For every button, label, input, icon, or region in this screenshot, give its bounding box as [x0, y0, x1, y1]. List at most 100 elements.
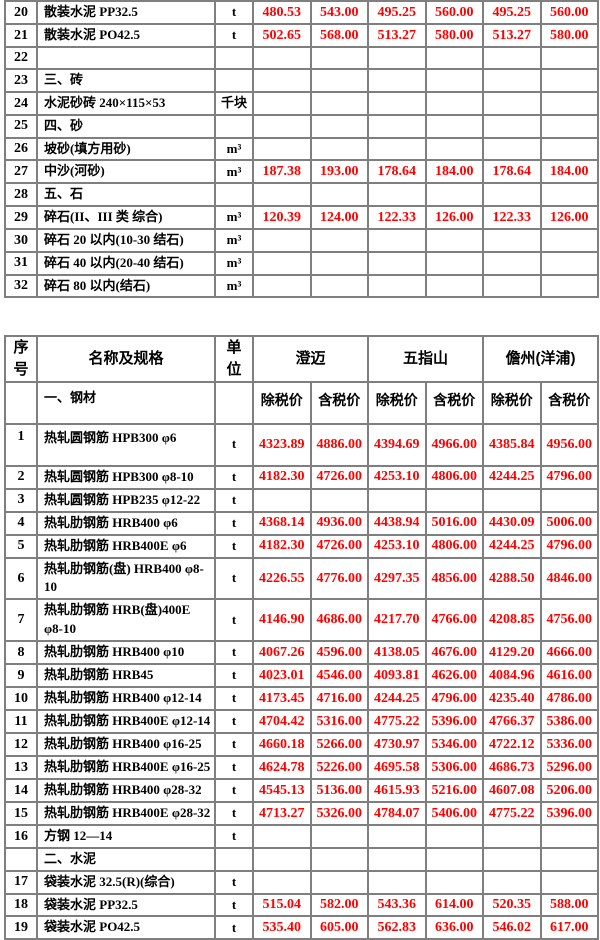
- price-wuzhishan-incl-cell: [424, 487, 484, 513]
- header-unit-empty-cell: [214, 380, 254, 425]
- price-wuzhishan-excl-cell: [367, 45, 427, 70]
- row-number-cell: 8: [4, 639, 38, 665]
- unit-cell: t: [214, 22, 254, 48]
- table-row: 8 热轧肋钢筋 HRB400 φ10 t 4067.26 4596.00 413…: [4, 639, 599, 665]
- table-row: 26 坡砂(填方用砂) m³: [4, 136, 599, 162]
- unit-cell: t: [214, 708, 254, 734]
- price-chengmai-excl-cell: 4182.30: [252, 533, 312, 559]
- unit-cell: t: [214, 422, 254, 467]
- row-number-cell: 11: [4, 708, 38, 734]
- unit-cell: 千块: [214, 90, 254, 116]
- price-wuzhishan-incl-cell: 614.00: [424, 892, 484, 918]
- price-danzhou-excl-cell: 495.25: [482, 0, 542, 25]
- price-danzhou-incl-cell: 5006.00: [539, 510, 599, 536]
- item-name-cell: 水泥砂砖 240×115×53: [36, 90, 216, 116]
- price-danzhou-excl-cell: 4235.40: [482, 685, 542, 711]
- unit-cell: t: [214, 685, 254, 711]
- price-chengmai-incl-cell: 5266.00: [309, 731, 369, 757]
- price-danzhou-incl-cell: 4796.00: [539, 533, 599, 559]
- table-row: 4 热轧肋钢筋 HRB400 φ6 t 4368.14 4936.00 4438…: [4, 510, 599, 536]
- item-name-cell: [36, 45, 216, 70]
- price-danzhou-excl-cell: 4722.12: [482, 731, 542, 757]
- price-danzhou-excl-cell: [482, 67, 542, 93]
- price-danzhou-excl-cell: 4288.50: [482, 556, 542, 601]
- price-wuzhishan-excl-cell: 4244.25: [367, 685, 427, 711]
- table-row: 9 热轧肋钢筋 HRB45 t 4023.01 4546.00 4093.81 …: [4, 662, 599, 688]
- price-chengmai-incl-cell: 193.00: [309, 159, 369, 185]
- price-chengmai-incl-cell: [309, 67, 369, 93]
- price-danzhou-excl-cell: 4244.25: [482, 533, 542, 559]
- price-chengmai-excl-cell: [252, 67, 312, 93]
- table-row: 12 热轧肋钢筋 HRB400 φ16-25 t 4660.18 5266.00…: [4, 731, 599, 757]
- row-number-cell: 10: [4, 685, 38, 711]
- row-number-cell: 21: [4, 22, 38, 48]
- price-chengmai-incl-cell: [309, 45, 369, 70]
- price-danzhou-excl-cell: [482, 273, 542, 299]
- price-chengmai-excl-cell: 4660.18: [252, 731, 312, 757]
- price-chengmai-excl-cell: [252, 250, 312, 276]
- table-row: 3 热轧圆钢筋 HPB235 φ12-22 t: [4, 487, 599, 513]
- item-name-cell: 热轧肋钢筋 HRB(盘)400E φ8-10: [36, 598, 216, 642]
- price-chengmai-incl-cell: 4546.00: [309, 662, 369, 688]
- price-danzhou-incl-cell: [539, 136, 599, 162]
- price-chengmai-excl-cell: [252, 273, 312, 299]
- price-wuzhishan-incl-cell: 4856.00: [424, 556, 484, 601]
- price-danzhou-excl-cell: [482, 487, 542, 513]
- price-danzhou-incl-cell: [539, 823, 599, 849]
- table-row: 19 袋装水泥 PO42.5 t 535.40 605.00 562.83 63…: [4, 915, 599, 940]
- price-wuzhishan-excl-cell: 4253.10: [367, 464, 427, 490]
- table-row: 30 碎石 20 以内(10-30 结石) m³: [4, 227, 599, 253]
- price-chengmai-incl-cell: 4686.00: [309, 598, 369, 642]
- item-name-cell: 方钢 12—14: [36, 823, 216, 849]
- item-name-cell: 热轧肋钢筋 HRB45: [36, 662, 216, 688]
- price-wuzhishan-incl-cell: 4766.00: [424, 598, 484, 642]
- price-danzhou-incl-cell: [539, 869, 599, 895]
- item-name-cell: 碎石 80 以内(结石): [36, 273, 216, 299]
- table-row: 27 中沙(河砂) m³ 187.38 193.00 178.64 184.00…: [4, 159, 599, 185]
- row-number-cell: 5: [4, 533, 38, 559]
- price-chengmai-incl-cell: 4886.00: [309, 422, 369, 467]
- price-wuzhishan-incl-cell: [424, 273, 484, 299]
- price-danzhou-excl-cell: [482, 846, 542, 872]
- row-number-cell: 19: [4, 915, 38, 940]
- row-number-cell: 26: [4, 136, 38, 162]
- price-danzhou-excl-cell: 513.27: [482, 22, 542, 48]
- row-number-cell: 17: [4, 869, 38, 895]
- price-wuzhishan-incl-cell: 5016.00: [424, 510, 484, 536]
- price-wuzhishan-incl-cell: 4806.00: [424, 533, 484, 559]
- price-wuzhishan-incl-cell: 5396.00: [424, 708, 484, 734]
- header-city-danzhou: 儋州(洋浦): [482, 335, 599, 383]
- table-row: 10 热轧肋钢筋 HRB400 φ12-14 t 4173.45 4716.00…: [4, 685, 599, 711]
- price-chengmai-excl-cell: [252, 487, 312, 513]
- row-number-cell: 16: [4, 823, 38, 849]
- price-chengmai-excl-cell: 4323.89: [252, 422, 312, 467]
- price-chengmai-incl-cell: [309, 90, 369, 116]
- price-danzhou-excl-cell: 122.33: [482, 205, 542, 230]
- price-wuzhishan-excl-cell: 562.83: [367, 915, 427, 940]
- price-wuzhishan-incl-cell: [424, 113, 484, 139]
- price-chengmai-excl-cell: 535.40: [252, 915, 312, 940]
- price-wuzhishan-incl-cell: 560.00: [424, 0, 484, 25]
- price-wuzhishan-excl-cell: 4438.94: [367, 510, 427, 536]
- price-chengmai-incl-cell: [309, 823, 369, 849]
- price-chengmai-incl-cell: 4726.00: [309, 464, 369, 490]
- price-danzhou-excl-cell: 4430.09: [482, 510, 542, 536]
- price-chengmai-excl-cell: [252, 227, 312, 253]
- price-danzhou-incl-cell: 5206.00: [539, 777, 599, 803]
- unit-cell: [214, 846, 254, 872]
- price-danzhou-excl-cell: 4385.84: [482, 422, 542, 467]
- price-wuzhishan-incl-cell: [424, 136, 484, 162]
- price-chengmai-excl-cell: 4173.45: [252, 685, 312, 711]
- unit-cell: [214, 113, 254, 139]
- item-name-cell: 碎石(II、III 类 综合): [36, 205, 216, 230]
- table-row: 32 碎石 80 以内(结石) m³: [4, 273, 599, 299]
- price-danzhou-incl-cell: [539, 227, 599, 253]
- price-wuzhishan-excl-cell: 4394.69: [367, 422, 427, 467]
- price-chengmai-incl-cell: [309, 487, 369, 513]
- price-wuzhishan-excl-cell: 4784.07: [367, 800, 427, 826]
- price-danzhou-excl-cell: [482, 182, 542, 208]
- price-wuzhishan-excl-cell: 4217.70: [367, 598, 427, 642]
- item-name-cell: 碎石 40 以内(20-40 结石): [36, 250, 216, 276]
- unit-cell: t: [214, 510, 254, 536]
- row-number-cell: 20: [4, 0, 38, 25]
